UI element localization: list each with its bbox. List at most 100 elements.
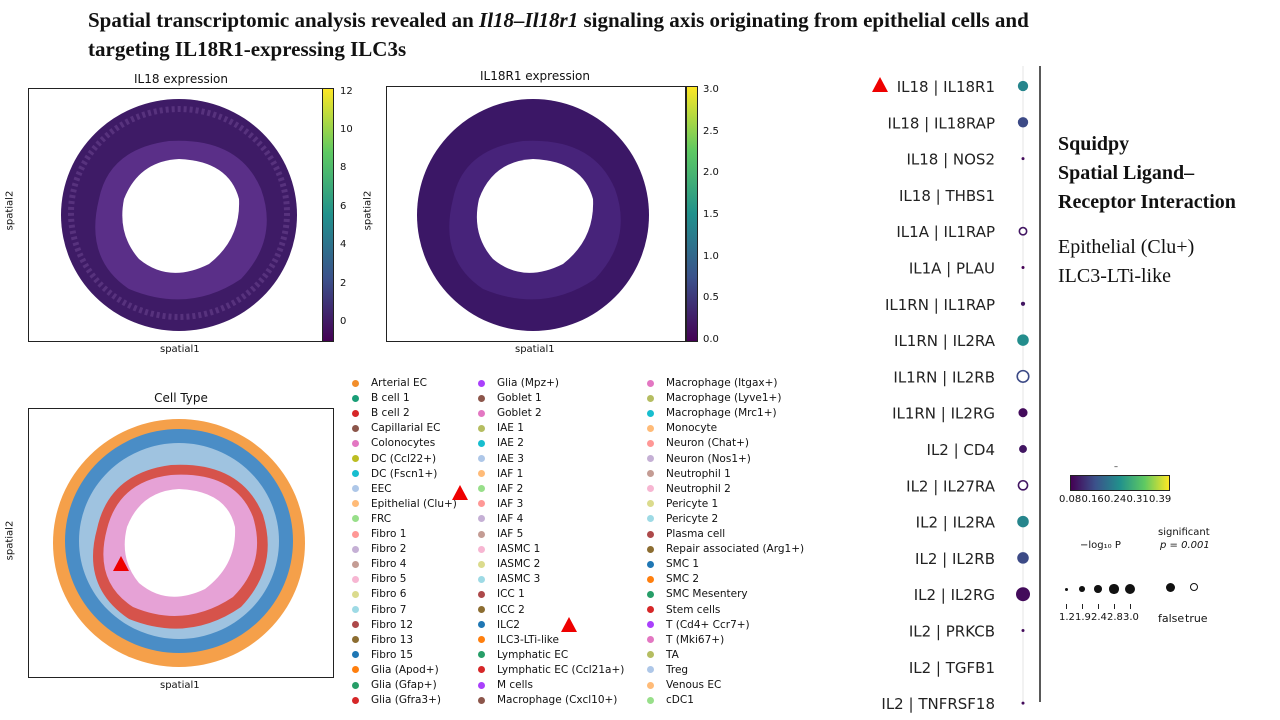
legend-label: Fibro 7 [371, 603, 407, 616]
pair-label: IL18 | THBS1 [899, 187, 995, 205]
legend-swatch [352, 500, 359, 508]
interaction-dot [1017, 80, 1029, 92]
legend-label: SMC 1 [666, 558, 700, 571]
colorbar-tick-label: 0.16 [1081, 494, 1104, 505]
legend-swatch [647, 424, 654, 432]
legend-swatch [647, 485, 654, 493]
legend-swatch [478, 379, 485, 387]
page-title: Spatial transcriptomic analysis revealed… [88, 8, 1029, 61]
pair-label: IL2 | TGFB1 [909, 659, 995, 677]
legend-swatch [478, 636, 485, 644]
legend-label: B cell 1 [371, 392, 410, 405]
colorbar-tick-label: 0.0 [703, 334, 719, 345]
il18r1-panel-title: IL18R1 expression [479, 69, 590, 83]
annotation-line-1: Epithelial (Clu+) [1058, 236, 1195, 258]
dotplot-svg: IL18 | IL18R1 IL18 | IL18RAP IL18 | NOS2 IL… [881, 66, 1041, 713]
legend-label: TA [666, 648, 679, 661]
colorbar-tick-label: 3.0 [703, 83, 719, 95]
legend-item: Fibro 15 [352, 649, 413, 661]
celltype-ylabel: spatial2 [4, 520, 16, 561]
interaction-dot [1021, 629, 1025, 632]
legend-swatch [352, 545, 359, 553]
pair-label: IL18 | IL18R1 [897, 78, 995, 96]
legend-item: Treg [647, 664, 688, 676]
legend-swatch [352, 379, 359, 387]
pair-label: IL1A | PLAU [909, 260, 995, 278]
legend-item: Plasma cell [647, 528, 725, 540]
legend-item: Neutrophil 1 [647, 468, 731, 480]
interaction-dot [1021, 266, 1025, 269]
annotation-title-3: Receptor Interaction [1058, 191, 1236, 213]
pair-label: IL1RN | IL1RAP [885, 296, 995, 314]
legend-item: Macrophage (Itgax+) [647, 377, 778, 389]
legend-swatch [352, 681, 359, 689]
legend-swatch [647, 666, 654, 674]
legend-item: T (Mki67+) [647, 634, 724, 646]
significance-legend-subtitle: p = 0.001 [1160, 540, 1210, 551]
interaction-dot [1021, 701, 1025, 705]
legend-label: DC (Fscn1+) [371, 467, 438, 480]
il18-colorbar [322, 88, 334, 342]
interaction-dot [1018, 408, 1028, 418]
legend-item: Macrophage (Lyve1+) [647, 392, 781, 404]
legend-label: Fibro 1 [371, 528, 407, 540]
legend-label: Colonocytes [371, 437, 436, 450]
legend-label: IAE 1 [497, 422, 524, 435]
legend-label: M cells [497, 679, 533, 691]
legend-label: Lymphatic EC [497, 648, 569, 661]
legend-swatch [478, 439, 485, 447]
legend-swatch [352, 575, 359, 583]
legend-swatch [352, 455, 359, 462]
legend-swatch [352, 696, 359, 704]
legend-swatch [647, 439, 654, 447]
colorbar-tick-label: 8 [340, 162, 347, 174]
legend-label: Macrophage (Lyve1+) [666, 392, 782, 405]
significance-legend-title: significant [1158, 527, 1210, 538]
legend-label: Lymphatic EC (Ccl21a+) [497, 663, 625, 676]
legend-item: ILC2 [478, 619, 520, 631]
legend-label: Treg [666, 663, 689, 676]
colorbar-tick-label: 2 [340, 277, 347, 289]
legend-label: Repair associated (Arg1+) [666, 543, 805, 556]
legend-label: Macrophage (Itgax+) [666, 377, 778, 389]
size-legend-dot [1109, 584, 1119, 594]
colorbar-title: – [1114, 462, 1118, 471]
colorbar-tick-label: 2.0 [703, 167, 719, 179]
legend-swatch [478, 681, 485, 689]
legend-label: ICC 1 [497, 588, 525, 601]
legend-label: Glia (Gfap+) [371, 679, 437, 691]
pair-label: IL2 | IL2RA [916, 514, 996, 532]
legend-swatch [478, 530, 485, 538]
legend-swatch [647, 621, 654, 629]
il18-panel-title: IL18 expression [133, 72, 229, 86]
legend-label: Fibro 6 [371, 588, 407, 601]
legend-item: Neuron (Chat+) [647, 437, 749, 449]
legend-item: IAF 5 [478, 528, 523, 540]
gene-pair-italic: Il18–Il18r1 [479, 8, 579, 32]
legend-item: DC (Fscn1+) [352, 468, 437, 480]
legend-label: Glia (Apod+) [371, 663, 439, 676]
colorbar-tick-label: 2.5 [703, 125, 719, 137]
legend-label: IAE 3 [497, 452, 524, 465]
legend-item: Pericyte 1 [647, 498, 718, 510]
legend-swatch [647, 379, 654, 387]
legend-swatch [478, 545, 485, 553]
legend-swatch [478, 590, 485, 598]
legend-swatch [352, 560, 359, 568]
interaction-dot [1017, 515, 1029, 528]
celltype-panel-title: Cell Type [154, 391, 208, 405]
legend-item: Repair associated (Arg1+) [647, 543, 804, 555]
size-legend-tick: 2.8 [1107, 612, 1123, 623]
colorbar-tick-label: 1.0 [703, 250, 719, 262]
significance-label-false: false [1158, 612, 1185, 625]
annotation-title-1: Squidpy [1058, 133, 1130, 155]
legend-label: Epithelial (Clu+) [371, 497, 457, 510]
legend-label: Venous EC [666, 679, 722, 691]
legend-swatch [352, 530, 359, 538]
legend-item: M cells [478, 679, 533, 691]
red-triangle-marker [872, 77, 888, 92]
legend-item: Goblet 2 [478, 407, 542, 419]
legend-swatch [647, 515, 654, 523]
significance-label-true: true [1185, 612, 1208, 625]
size-legend-tickmark [1066, 604, 1067, 609]
